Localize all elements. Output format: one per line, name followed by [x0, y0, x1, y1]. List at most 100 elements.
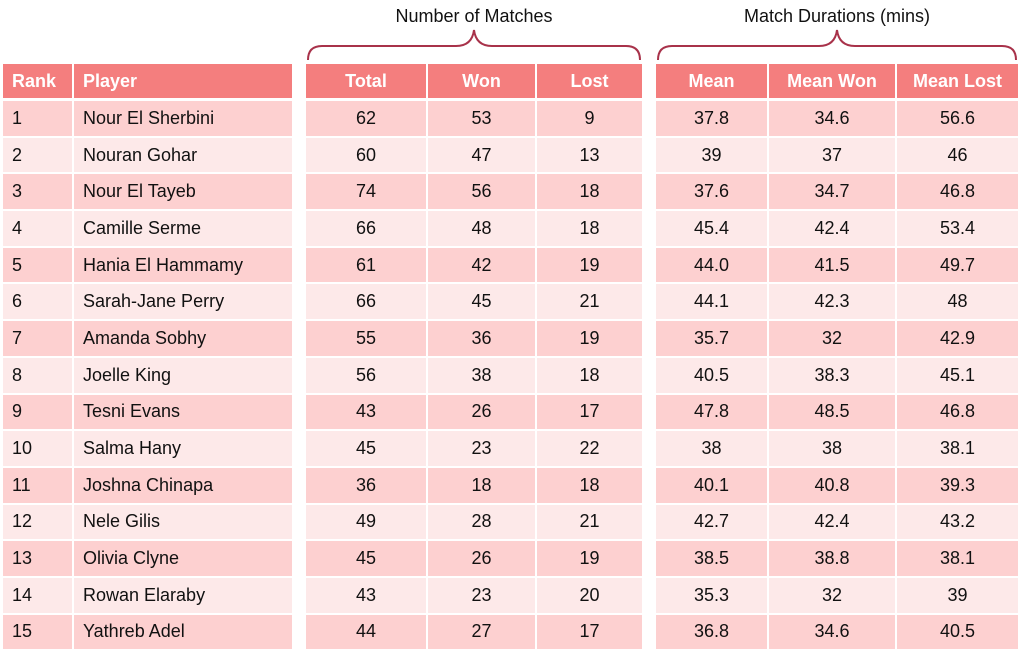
mean-won-cell: 34.6 [768, 613, 897, 652]
total-cell: 60 [306, 136, 428, 175]
rank-cell: 10 [3, 430, 74, 468]
rank-cell: 11 [3, 466, 74, 505]
table-row: 35.3 32 39 [656, 576, 1018, 615]
mean-won-cell: 42.3 [768, 283, 897, 322]
mean-cell: 47.8 [656, 393, 769, 432]
mean-cell: 37.6 [656, 173, 769, 212]
table-row: 3 Nour El Tayeb [3, 173, 292, 212]
total-cell: 55 [306, 320, 428, 358]
rank-cell: 4 [3, 210, 74, 248]
won-cell: 48 [427, 210, 537, 248]
mean-cell: 35.7 [656, 320, 769, 358]
won-column-header: Won [427, 64, 537, 101]
table-row: 42.7 42.4 43.2 [656, 503, 1018, 542]
table-row: 44.1 42.3 48 [656, 283, 1018, 322]
mean-lost-cell: 40.5 [896, 613, 1018, 652]
lost-cell: 19 [536, 540, 642, 578]
mean-lost-cell: 39 [896, 576, 1018, 615]
mean-won-cell: 42.4 [768, 503, 897, 542]
total-column-header: Total [306, 64, 428, 101]
lost-cell: 13 [536, 136, 642, 175]
player-cell: Yathreb Adel [73, 613, 292, 652]
table-row: 43 23 20 [306, 576, 642, 615]
mean-lost-cell: 42.9 [896, 320, 1018, 358]
matches-brace-path [307, 29, 641, 61]
won-cell: 23 [427, 430, 537, 468]
matches-table-header: Total Won Lost [306, 64, 642, 101]
won-cell: 56 [427, 173, 537, 212]
mean-cell: 44.0 [656, 246, 769, 285]
player-cell: Nele Gilis [73, 503, 292, 542]
mean-won-cell: 32 [768, 320, 897, 358]
won-cell: 18 [427, 466, 537, 505]
table-row: 56 38 18 [306, 356, 642, 395]
table-row: 62 53 9 [306, 99, 642, 138]
mean-lost-cell: 38.1 [896, 540, 1018, 578]
won-cell: 47 [427, 136, 537, 175]
table-row: 7 Amanda Sobhy [3, 320, 292, 358]
player-cell: Hania El Hammamy [73, 246, 292, 285]
won-cell: 27 [427, 613, 537, 652]
rank-cell: 8 [3, 356, 74, 395]
table-row: 61 42 19 [306, 246, 642, 285]
table-row: 39 37 46 [656, 136, 1018, 175]
durations-table: Mean Mean Won Mean Lost 37.8 34.6 56.6 39 37… [656, 64, 1018, 652]
player-table: Rank Player 1 Nour El Sherbini 2 Nouran Goh… [3, 64, 292, 652]
mean-lost-cell: 45.1 [896, 356, 1018, 395]
table-row: 12 Nele Gilis [3, 503, 292, 542]
table-row: 45.4 42.4 53.4 [656, 210, 1018, 248]
total-cell: 56 [306, 356, 428, 395]
table-row: 74 56 18 [306, 173, 642, 212]
total-cell: 62 [306, 99, 428, 138]
table-row: 60 47 13 [306, 136, 642, 175]
table-row: 1 Nour El Sherbini [3, 99, 292, 138]
won-cell: 45 [427, 283, 537, 322]
mean-cell: 38.5 [656, 540, 769, 578]
mean-cell: 38 [656, 430, 769, 468]
mean-cell: 45.4 [656, 210, 769, 248]
mean-lost-cell: 46.8 [896, 393, 1018, 432]
player-cell: Olivia Clyne [73, 540, 292, 578]
player-cell: Nour El Sherbini [73, 99, 292, 138]
mean-cell: 40.5 [656, 356, 769, 395]
table-row: 66 48 18 [306, 210, 642, 248]
table-row: 4 Camille Serme [3, 210, 292, 248]
total-cell: 44 [306, 613, 428, 652]
player-cell: Nouran Gohar [73, 136, 292, 175]
player-cell: Camille Serme [73, 210, 292, 248]
rank-cell: 14 [3, 576, 74, 615]
matches-brace [307, 29, 641, 61]
rank-cell: 1 [3, 99, 74, 138]
lost-cell: 20 [536, 576, 642, 615]
rank-cell: 2 [3, 136, 74, 175]
mean-won-cell: 48.5 [768, 393, 897, 432]
rank-cell: 13 [3, 540, 74, 578]
mean-cell: 39 [656, 136, 769, 175]
lost-cell: 17 [536, 613, 642, 652]
lost-cell: 9 [536, 99, 642, 138]
mean-won-cell: 42.4 [768, 210, 897, 248]
table-row: 66 45 21 [306, 283, 642, 322]
mean-lost-cell: 56.6 [896, 99, 1018, 138]
table-row: 10 Salma Hany [3, 430, 292, 468]
table-row: 15 Yathreb Adel [3, 613, 292, 652]
mean-won-cell: 32 [768, 576, 897, 615]
rank-cell: 12 [3, 503, 74, 542]
won-cell: 38 [427, 356, 537, 395]
mean-cell: 40.1 [656, 466, 769, 505]
player-cell: Joelle King [73, 356, 292, 395]
mean-cell: 35.3 [656, 576, 769, 615]
won-cell: 28 [427, 503, 537, 542]
durations-group-title: Match Durations (mins) [743, 6, 931, 26]
player-cell: Nour El Tayeb [73, 173, 292, 212]
table-row: 8 Joelle King [3, 356, 292, 395]
table-row: 38.5 38.8 38.1 [656, 540, 1018, 578]
mean-lost-cell: 39.3 [896, 466, 1018, 505]
lost-cell: 17 [536, 393, 642, 432]
total-cell: 66 [306, 210, 428, 248]
table-row: 37.8 34.6 56.6 [656, 99, 1018, 138]
total-cell: 66 [306, 283, 428, 322]
table-row: 14 Rowan Elaraby [3, 576, 292, 615]
table-row: 35.7 32 42.9 [656, 320, 1018, 358]
total-cell: 43 [306, 576, 428, 615]
